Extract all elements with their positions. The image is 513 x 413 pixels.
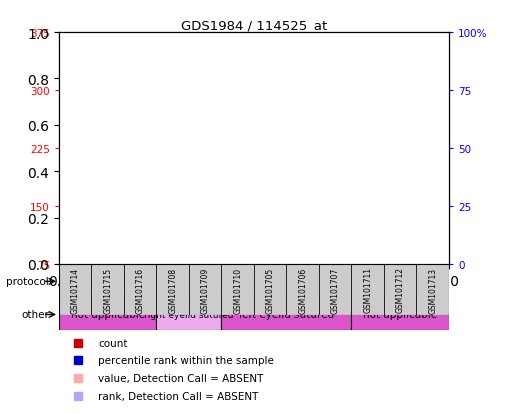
Text: count: count: [98, 338, 128, 348]
Text: other: other: [22, 310, 49, 320]
Bar: [294, 192, 311, 264]
Bar: [222, 264, 254, 315]
Bar: [156, 300, 222, 330]
Bar: [424, 149, 441, 264]
Text: GSM101714: GSM101714: [71, 267, 80, 313]
Bar: [59, 265, 156, 298]
Bar: [254, 264, 286, 315]
Bar: [91, 264, 124, 315]
Bar: [351, 265, 449, 298]
Text: GSM101709: GSM101709: [201, 267, 210, 313]
Text: control: control: [90, 277, 126, 287]
Text: protocol: protocol: [7, 277, 49, 287]
Text: monocular deprivation: monocular deprivation: [195, 277, 313, 287]
Bar: [286, 264, 319, 315]
Text: GSM101707: GSM101707: [331, 267, 340, 313]
Text: GSM101705: GSM101705: [266, 267, 274, 313]
Text: GSM101711: GSM101711: [363, 267, 372, 313]
Text: left eyelid sutured: left eyelid sutured: [239, 310, 334, 320]
Text: not applicable: not applicable: [71, 310, 145, 320]
Text: percentile rank within the sample: percentile rank within the sample: [98, 356, 274, 366]
Text: GSM101713: GSM101713: [428, 267, 437, 313]
Text: GSM101715: GSM101715: [103, 267, 112, 313]
Bar: [67, 199, 83, 264]
Bar: [384, 264, 417, 315]
Bar: [124, 264, 156, 315]
Text: GSM101712: GSM101712: [396, 267, 405, 313]
Text: not applicable: not applicable: [363, 310, 437, 320]
Text: GSM101706: GSM101706: [298, 267, 307, 313]
Bar: [319, 264, 351, 315]
Bar: [351, 264, 384, 315]
Bar: [360, 81, 376, 264]
Text: GSM101708: GSM101708: [168, 267, 177, 313]
Text: GSM101710: GSM101710: [233, 267, 242, 313]
Bar: [351, 300, 449, 330]
Bar: [165, 82, 181, 264]
Bar: [262, 37, 278, 264]
Bar: [100, 212, 116, 264]
Bar: [156, 264, 189, 315]
Title: GDS1984 / 114525_at: GDS1984 / 114525_at: [181, 19, 327, 32]
Bar: [327, 87, 343, 264]
Bar: [222, 300, 351, 330]
Text: value, Detection Call = ABSENT: value, Detection Call = ABSENT: [98, 373, 263, 383]
Bar: [156, 265, 351, 298]
Bar: [189, 264, 222, 315]
Bar: [417, 264, 449, 315]
Bar: [392, 83, 408, 264]
Bar: [132, 192, 148, 264]
Bar: [197, 203, 213, 264]
Text: dark rearing: dark rearing: [368, 277, 432, 287]
Text: GSM101716: GSM101716: [136, 267, 145, 313]
Bar: [59, 264, 91, 315]
Text: right eyelid sutured: right eyelid sutured: [144, 310, 234, 319]
Bar: [59, 300, 156, 330]
Text: rank, Detection Call = ABSENT: rank, Detection Call = ABSENT: [98, 391, 259, 401]
